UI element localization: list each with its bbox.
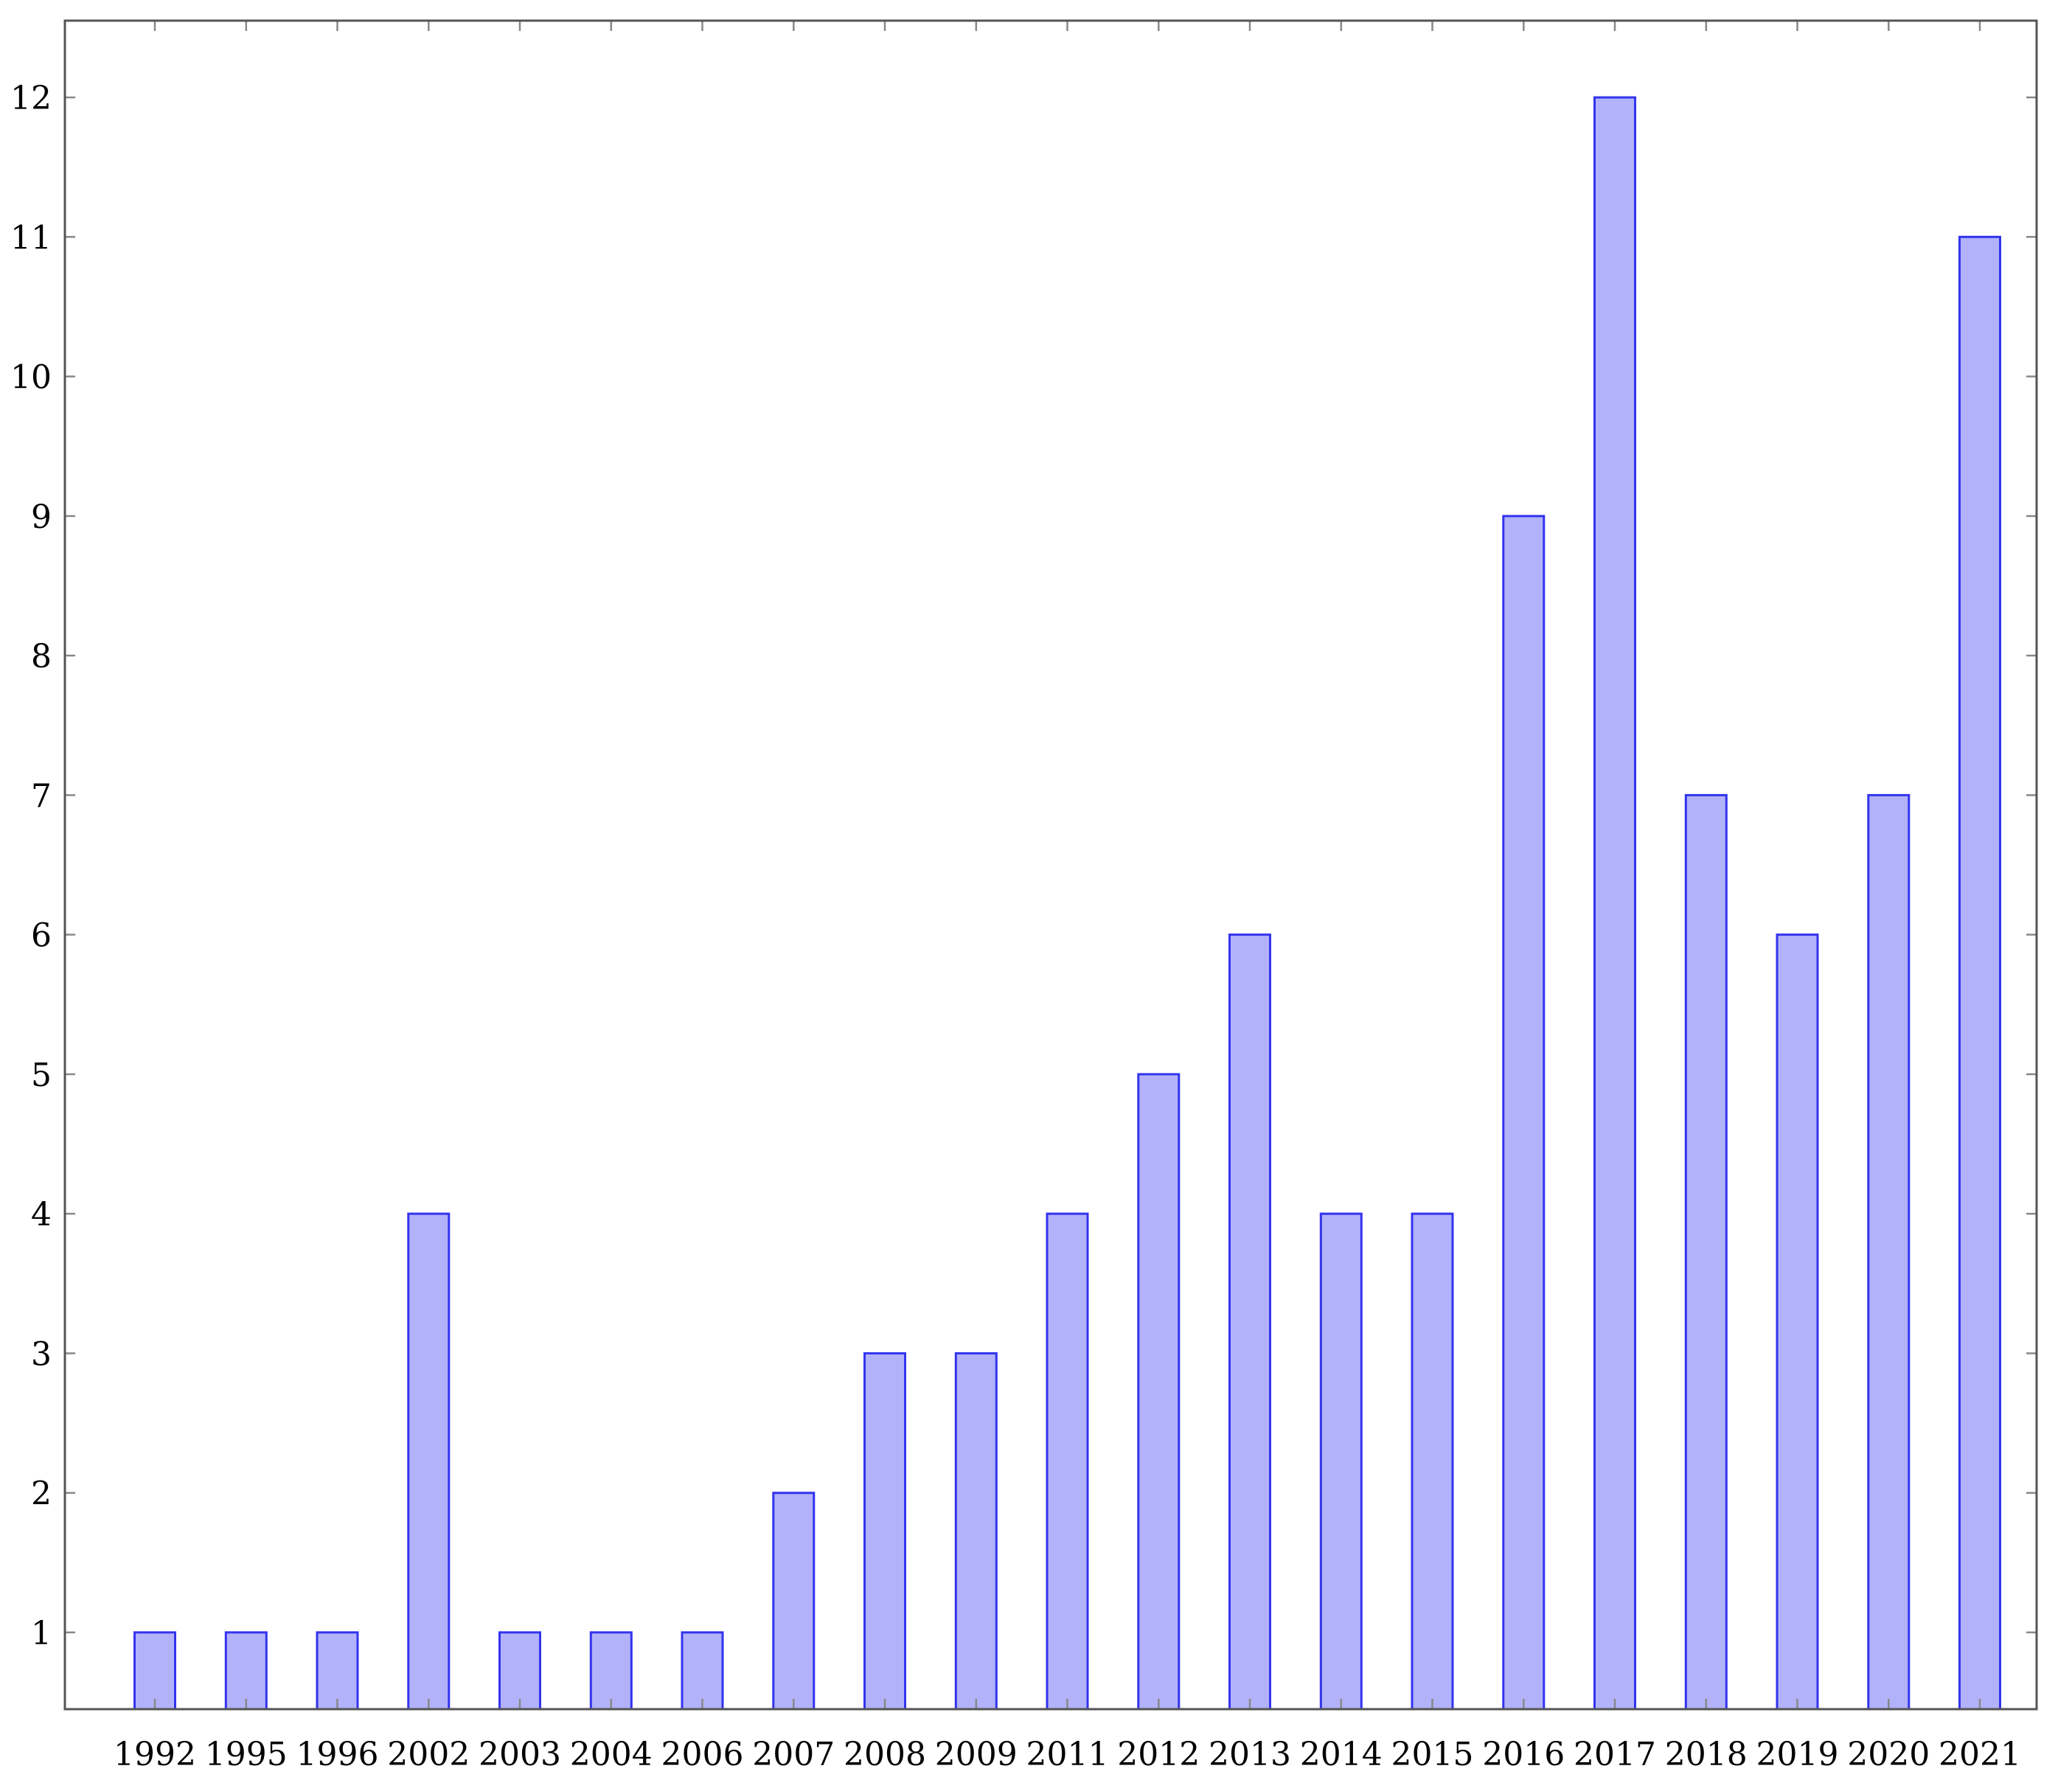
x-tick-label-2016: 2016 xyxy=(1482,1736,1565,1773)
x-tick-label-2014: 2014 xyxy=(1300,1736,1383,1773)
bar-2006 xyxy=(681,1631,724,1711)
y-tick-label-10: 10 xyxy=(10,359,52,397)
x-tick-label-2009: 2009 xyxy=(935,1736,1018,1773)
bar-1992 xyxy=(133,1631,176,1711)
bar-2018 xyxy=(1684,793,1728,1711)
y-tick-label-8: 8 xyxy=(31,638,52,675)
x-tick-label-2019: 2019 xyxy=(1756,1736,1839,1773)
y-tick-label-7: 7 xyxy=(31,777,52,815)
x-tick-label-2008: 2008 xyxy=(844,1736,926,1773)
y-tick-label-9: 9 xyxy=(31,498,52,536)
bar-2004 xyxy=(589,1631,633,1711)
y-tick-label-11: 11 xyxy=(10,219,52,257)
bar-2017 xyxy=(1593,96,1636,1711)
x-axis-ticks: 1992 1995 1996 2002 2003 2004 2006 2007 2008 2009… xyxy=(114,21,2021,1773)
bar-2009 xyxy=(954,1352,998,1711)
y-tick-label-5: 5 xyxy=(31,1057,52,1094)
bars-group xyxy=(133,96,2001,1711)
y-tick-label-4: 4 xyxy=(31,1196,52,1234)
x-tick-label-2021: 2021 xyxy=(1939,1736,2021,1773)
bar-2012 xyxy=(1137,1073,1181,1711)
x-tick-label-2015: 2015 xyxy=(1391,1736,1474,1773)
x-tick-label-2012: 2012 xyxy=(1117,1736,1200,1773)
bar-2011 xyxy=(1046,1212,1089,1711)
y-tick-label-12: 12 xyxy=(10,80,52,117)
bar-2020 xyxy=(1867,793,1911,1711)
y-tick-label-1: 1 xyxy=(31,1615,52,1652)
bar-2021 xyxy=(1958,235,2001,1711)
bar-2003 xyxy=(498,1631,541,1711)
x-tick-label-2003: 2003 xyxy=(479,1736,561,1773)
x-tick-label-1992: 1992 xyxy=(114,1736,196,1773)
x-tick-label-2004: 2004 xyxy=(570,1736,653,1773)
x-tick-label-2007: 2007 xyxy=(752,1736,835,1773)
x-tick-label-2020: 2020 xyxy=(1847,1736,1930,1773)
bar-2002 xyxy=(407,1212,451,1711)
bar-2016 xyxy=(1502,515,1546,1711)
bar-2019 xyxy=(1776,933,1819,1711)
bar-2008 xyxy=(863,1352,906,1711)
y-tick-label-6: 6 xyxy=(31,917,52,955)
bar-1995 xyxy=(224,1631,268,1711)
x-tick-label-2002: 2002 xyxy=(387,1736,470,1773)
bar-2007 xyxy=(772,1492,816,1711)
x-tick-label-2006: 2006 xyxy=(661,1736,744,1773)
x-tick-label-2018: 2018 xyxy=(1665,1736,1748,1773)
bar-2015 xyxy=(1411,1212,1454,1711)
x-tick-label-2013: 2013 xyxy=(1209,1736,1291,1773)
x-tick-label-2011: 2011 xyxy=(1026,1736,1109,1773)
x-tick-label-1996: 1996 xyxy=(296,1736,379,1773)
x-tick-label-2017: 2017 xyxy=(1574,1736,1656,1773)
bar-2014 xyxy=(1319,1212,1363,1711)
y-tick-label-3: 3 xyxy=(31,1335,52,1373)
x-tick-label-1995: 1995 xyxy=(205,1736,288,1773)
plot-frame xyxy=(63,19,2038,1711)
y-tick-label-2: 2 xyxy=(31,1475,52,1513)
bar-2013 xyxy=(1228,933,1271,1711)
bar-1996 xyxy=(316,1631,359,1711)
